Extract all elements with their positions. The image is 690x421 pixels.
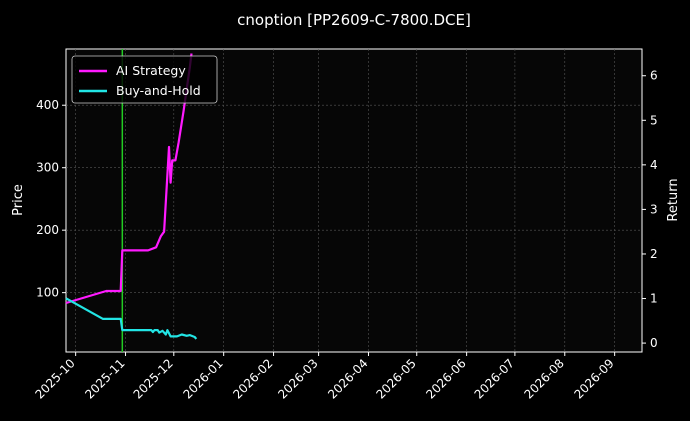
y-tick-label: 300 — [36, 161, 59, 175]
y2-tick-label: 0 — [650, 336, 658, 350]
series-line-buy-and-hold — [65, 297, 198, 340]
chart-title: cnoption [PP2609-C-7800.DCE] — [237, 11, 471, 29]
y-tick-label: 400 — [36, 98, 59, 112]
y-axis-left: 100 200 300 400 — [36, 98, 66, 300]
y-axis-label: Price — [11, 184, 26, 216]
y2-tick-label: 1 — [650, 292, 658, 306]
series-layer — [65, 53, 198, 340]
y2-tick-label: 4 — [650, 158, 658, 172]
y2-tick-label: 5 — [650, 113, 658, 127]
y2-tick-label: 3 — [650, 202, 658, 216]
y-tick-label: 100 — [36, 286, 59, 300]
grid — [66, 49, 642, 352]
series-line-ai-strategy — [65, 53, 193, 305]
y2-tick-label: 6 — [650, 69, 658, 83]
y-tick-label: 200 — [36, 223, 59, 237]
y2-tick-label: 2 — [650, 247, 658, 261]
legend-box — [71, 55, 218, 104]
legend-label: AI Strategy — [116, 63, 186, 78]
y2-axis-label: Return — [666, 178, 681, 221]
legend: AI Strategy Buy-and-Hold — [71, 55, 218, 104]
y-axis-right: 0 1 2 3 4 5 6 — [642, 69, 658, 350]
legend-label: Buy-and-Hold — [116, 83, 201, 98]
